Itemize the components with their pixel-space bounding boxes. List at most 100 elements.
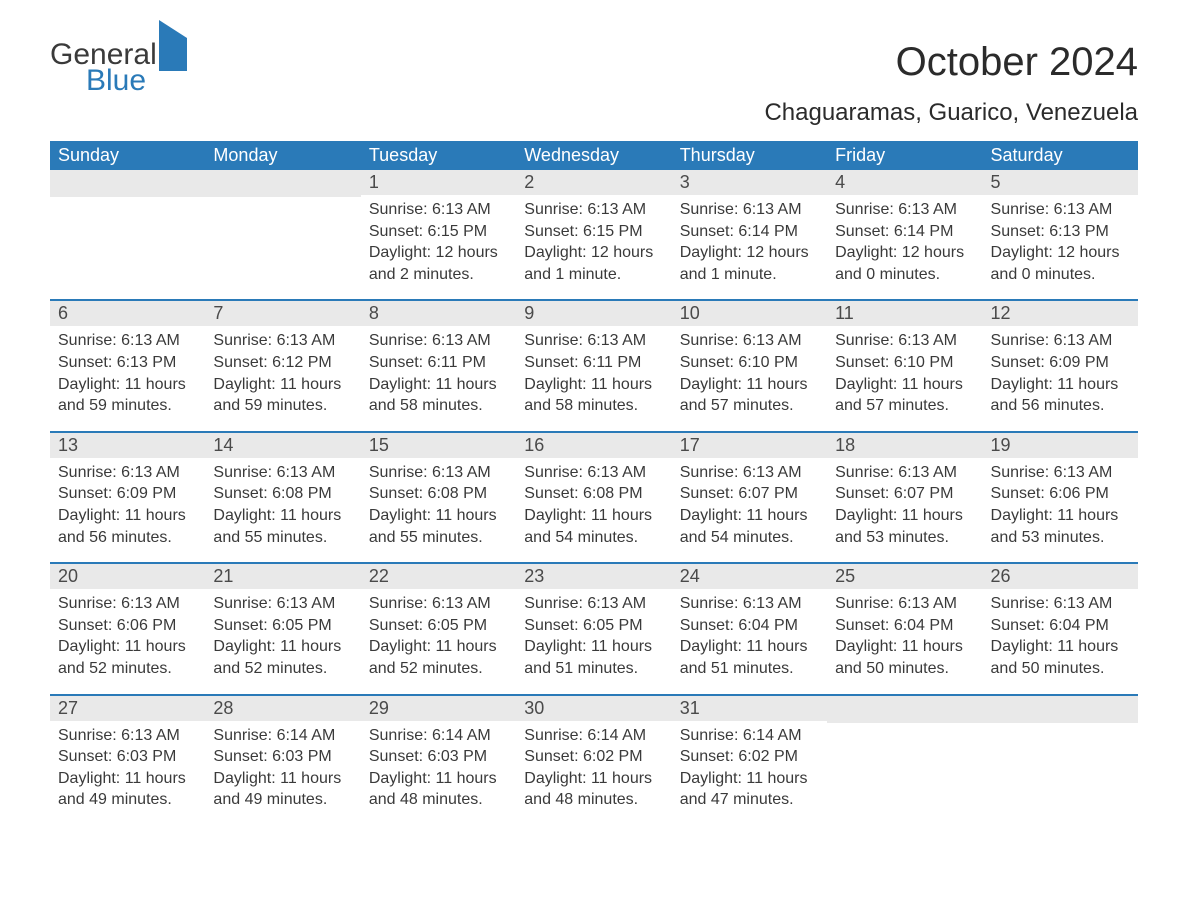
day-body: Sunrise: 6:13 AMSunset: 6:11 PMDaylight:…	[361, 326, 516, 430]
daylight-text: Daylight: 11 hours and 48 minutes.	[524, 768, 663, 811]
calendar-day: 22Sunrise: 6:13 AMSunset: 6:05 PMDayligh…	[361, 564, 516, 693]
day-number	[50, 170, 205, 197]
day-number: 22	[361, 564, 516, 589]
calendar-day: 11Sunrise: 6:13 AMSunset: 6:10 PMDayligh…	[827, 301, 982, 430]
day-body: Sunrise: 6:13 AMSunset: 6:04 PMDaylight:…	[672, 589, 827, 693]
sunrise-text: Sunrise: 6:13 AM	[524, 199, 663, 221]
day-number: 24	[672, 564, 827, 589]
day-number: 4	[827, 170, 982, 195]
daylight-text: Daylight: 11 hours and 53 minutes.	[991, 505, 1130, 548]
day-body: Sunrise: 6:13 AMSunset: 6:05 PMDaylight:…	[205, 589, 360, 693]
calendar-day: 5Sunrise: 6:13 AMSunset: 6:13 PMDaylight…	[983, 170, 1138, 299]
sunrise-text: Sunrise: 6:13 AM	[58, 462, 197, 484]
sunrise-text: Sunrise: 6:13 AM	[369, 593, 508, 615]
daylight-text: Daylight: 12 hours and 1 minute.	[680, 242, 819, 285]
day-body: Sunrise: 6:13 AMSunset: 6:10 PMDaylight:…	[827, 326, 982, 430]
daylight-text: Daylight: 12 hours and 1 minute.	[524, 242, 663, 285]
sunset-text: Sunset: 6:04 PM	[680, 615, 819, 637]
calendar-day: 16Sunrise: 6:13 AMSunset: 6:08 PMDayligh…	[516, 433, 671, 562]
sunset-text: Sunset: 6:06 PM	[991, 483, 1130, 505]
calendar: SundayMondayTuesdayWednesdayThursdayFrid…	[50, 141, 1138, 825]
calendar-day: 3Sunrise: 6:13 AMSunset: 6:14 PMDaylight…	[672, 170, 827, 299]
calendar-day: 29Sunrise: 6:14 AMSunset: 6:03 PMDayligh…	[361, 696, 516, 825]
daylight-text: Daylight: 12 hours and 0 minutes.	[835, 242, 974, 285]
calendar-day: 1Sunrise: 6:13 AMSunset: 6:15 PMDaylight…	[361, 170, 516, 299]
calendar-day: 6Sunrise: 6:13 AMSunset: 6:13 PMDaylight…	[50, 301, 205, 430]
calendar-day: 18Sunrise: 6:13 AMSunset: 6:07 PMDayligh…	[827, 433, 982, 562]
sunrise-text: Sunrise: 6:13 AM	[58, 593, 197, 615]
day-body: Sunrise: 6:13 AMSunset: 6:03 PMDaylight:…	[50, 721, 205, 825]
sunset-text: Sunset: 6:05 PM	[524, 615, 663, 637]
calendar-day: 31Sunrise: 6:14 AMSunset: 6:02 PMDayligh…	[672, 696, 827, 825]
sunset-text: Sunset: 6:05 PM	[213, 615, 352, 637]
sunrise-text: Sunrise: 6:13 AM	[680, 462, 819, 484]
day-number: 26	[983, 564, 1138, 589]
sunset-text: Sunset: 6:02 PM	[680, 746, 819, 768]
sunset-text: Sunset: 6:02 PM	[524, 746, 663, 768]
daylight-text: Daylight: 11 hours and 49 minutes.	[58, 768, 197, 811]
calendar-day: 15Sunrise: 6:13 AMSunset: 6:08 PMDayligh…	[361, 433, 516, 562]
day-body: Sunrise: 6:14 AMSunset: 6:02 PMDaylight:…	[672, 721, 827, 825]
daylight-text: Daylight: 11 hours and 59 minutes.	[213, 374, 352, 417]
sunrise-text: Sunrise: 6:13 AM	[369, 199, 508, 221]
sunset-text: Sunset: 6:08 PM	[524, 483, 663, 505]
sunrise-text: Sunrise: 6:13 AM	[524, 593, 663, 615]
daylight-text: Daylight: 11 hours and 47 minutes.	[680, 768, 819, 811]
sunset-text: Sunset: 6:14 PM	[835, 221, 974, 243]
sunset-text: Sunset: 6:06 PM	[58, 615, 197, 637]
day-number: 20	[50, 564, 205, 589]
sunset-text: Sunset: 6:03 PM	[58, 746, 197, 768]
sunset-text: Sunset: 6:03 PM	[213, 746, 352, 768]
day-body: Sunrise: 6:13 AMSunset: 6:10 PMDaylight:…	[672, 326, 827, 430]
daylight-text: Daylight: 11 hours and 52 minutes.	[58, 636, 197, 679]
day-number: 14	[205, 433, 360, 458]
calendar-week: 20Sunrise: 6:13 AMSunset: 6:06 PMDayligh…	[50, 562, 1138, 693]
daylight-text: Daylight: 11 hours and 48 minutes.	[369, 768, 508, 811]
daylight-text: Daylight: 11 hours and 54 minutes.	[680, 505, 819, 548]
sunset-text: Sunset: 6:04 PM	[835, 615, 974, 637]
sunset-text: Sunset: 6:03 PM	[369, 746, 508, 768]
sunset-text: Sunset: 6:08 PM	[213, 483, 352, 505]
day-body: Sunrise: 6:14 AMSunset: 6:02 PMDaylight:…	[516, 721, 671, 825]
daylight-text: Daylight: 11 hours and 52 minutes.	[369, 636, 508, 679]
sunrise-text: Sunrise: 6:13 AM	[991, 462, 1130, 484]
sunrise-text: Sunrise: 6:13 AM	[835, 330, 974, 352]
day-number: 3	[672, 170, 827, 195]
sunrise-text: Sunrise: 6:13 AM	[680, 330, 819, 352]
calendar-week: 6Sunrise: 6:13 AMSunset: 6:13 PMDaylight…	[50, 299, 1138, 430]
day-number: 8	[361, 301, 516, 326]
day-number: 30	[516, 696, 671, 721]
calendar-day: 7Sunrise: 6:13 AMSunset: 6:12 PMDaylight…	[205, 301, 360, 430]
weekday-header: Thursday	[672, 141, 827, 170]
daylight-text: Daylight: 11 hours and 50 minutes.	[991, 636, 1130, 679]
day-body: Sunrise: 6:13 AMSunset: 6:08 PMDaylight:…	[516, 458, 671, 562]
day-body: Sunrise: 6:13 AMSunset: 6:08 PMDaylight:…	[205, 458, 360, 562]
day-number: 13	[50, 433, 205, 458]
daylight-text: Daylight: 12 hours and 2 minutes.	[369, 242, 508, 285]
day-number: 28	[205, 696, 360, 721]
day-body: Sunrise: 6:13 AMSunset: 6:06 PMDaylight:…	[50, 589, 205, 693]
calendar-day: 10Sunrise: 6:13 AMSunset: 6:10 PMDayligh…	[672, 301, 827, 430]
day-number: 15	[361, 433, 516, 458]
calendar-day: 27Sunrise: 6:13 AMSunset: 6:03 PMDayligh…	[50, 696, 205, 825]
day-body: Sunrise: 6:13 AMSunset: 6:15 PMDaylight:…	[361, 195, 516, 299]
daylight-text: Daylight: 11 hours and 56 minutes.	[58, 505, 197, 548]
calendar-day: 28Sunrise: 6:14 AMSunset: 6:03 PMDayligh…	[205, 696, 360, 825]
daylight-text: Daylight: 11 hours and 56 minutes.	[991, 374, 1130, 417]
calendar-day: 14Sunrise: 6:13 AMSunset: 6:08 PMDayligh…	[205, 433, 360, 562]
sunrise-text: Sunrise: 6:13 AM	[680, 199, 819, 221]
daylight-text: Daylight: 11 hours and 51 minutes.	[524, 636, 663, 679]
sunrise-text: Sunrise: 6:13 AM	[369, 330, 508, 352]
sunset-text: Sunset: 6:11 PM	[369, 352, 508, 374]
daylight-text: Daylight: 11 hours and 58 minutes.	[369, 374, 508, 417]
daylight-text: Daylight: 11 hours and 58 minutes.	[524, 374, 663, 417]
weekday-header: Sunday	[50, 141, 205, 170]
day-number: 12	[983, 301, 1138, 326]
calendar-day: 8Sunrise: 6:13 AMSunset: 6:11 PMDaylight…	[361, 301, 516, 430]
sunset-text: Sunset: 6:09 PM	[58, 483, 197, 505]
sunrise-text: Sunrise: 6:13 AM	[213, 593, 352, 615]
sunset-text: Sunset: 6:07 PM	[835, 483, 974, 505]
daylight-text: Daylight: 11 hours and 51 minutes.	[680, 636, 819, 679]
sunrise-text: Sunrise: 6:13 AM	[991, 593, 1130, 615]
daylight-text: Daylight: 11 hours and 54 minutes.	[524, 505, 663, 548]
